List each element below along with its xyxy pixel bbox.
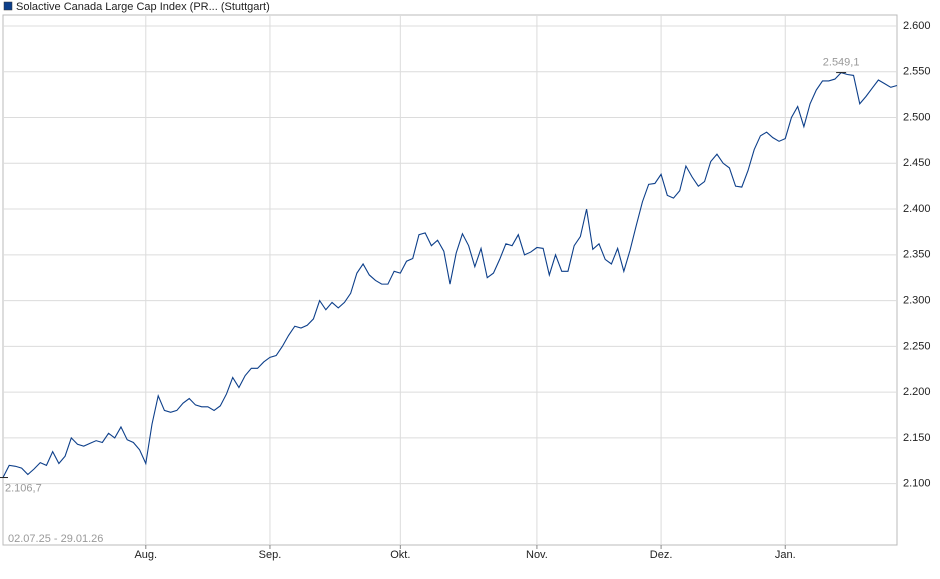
y-tick-label: 2.150 (903, 432, 931, 444)
legend-label: Solactive Canada Large Cap Index (PR... … (16, 1, 270, 13)
legend-swatch (3, 1, 13, 11)
y-tick-label: 2.200 (903, 386, 931, 398)
y-tick-label: 2.400 (903, 203, 931, 215)
y-tick-label: 2.300 (903, 295, 931, 307)
plot-area (2, 14, 898, 546)
line-series (2, 71, 898, 478)
value-label: 2.549,1 (823, 56, 860, 68)
y-tick-label: 2.500 (903, 111, 931, 123)
y-tick-label: 2.600 (903, 20, 931, 32)
y-tick-label: 2.350 (903, 249, 931, 261)
x-tick-label: Sep. (259, 549, 282, 561)
y-tick-label: 2.550 (903, 66, 931, 78)
y-tick-label: 2.100 (903, 478, 931, 490)
x-tick-label: Aug. (134, 549, 157, 561)
x-tick-label: Nov. (526, 549, 548, 561)
y-tick-label: 2.250 (903, 340, 931, 352)
x-tick-label: Jan. (775, 549, 796, 561)
y-tick-label: 2.450 (903, 157, 931, 169)
x-tick-label: Dez. (650, 549, 673, 561)
value-label: 2.106,7 (5, 482, 42, 494)
date-range: 02.07.25 - 29.01.26 (8, 533, 103, 545)
x-tick-label: Okt. (390, 549, 410, 561)
